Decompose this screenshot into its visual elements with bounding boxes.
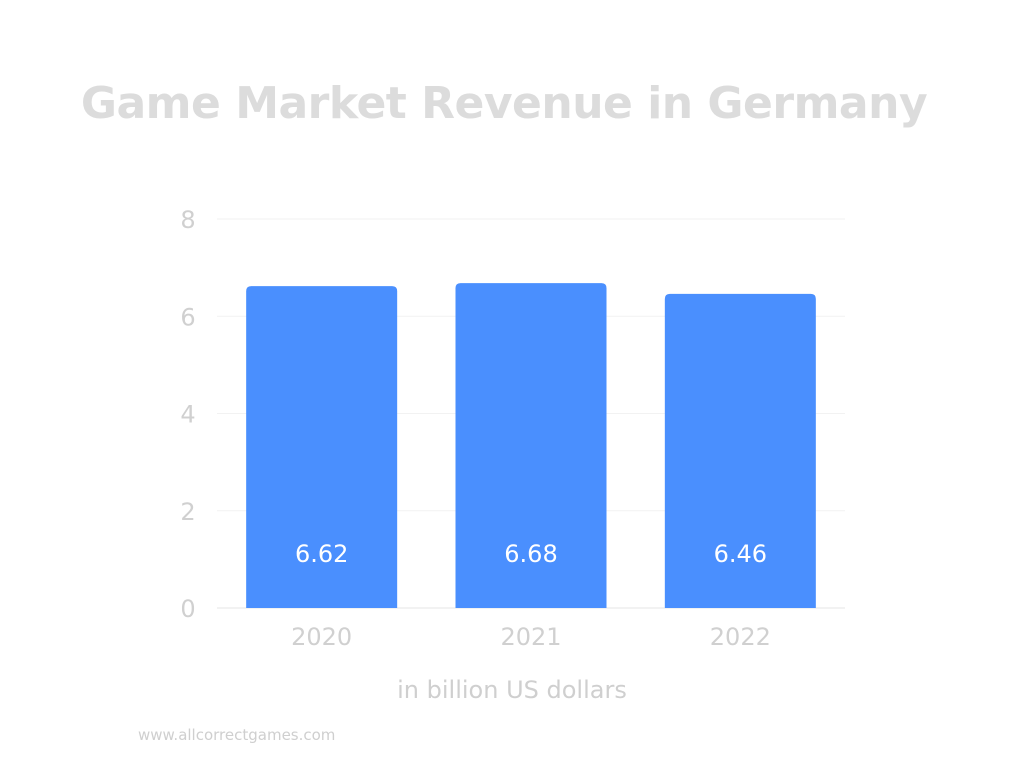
value-label: 6.68 <box>504 540 557 568</box>
bar-2020 <box>246 286 398 608</box>
value-label: 6.46 <box>714 540 767 568</box>
bar-2022 <box>664 293 816 608</box>
chart-title: Game Market Revenue in Germany <box>80 78 928 129</box>
y-tick-label: 4 <box>180 401 195 429</box>
bar-2021 <box>455 283 607 608</box>
value-labels: 6.62 6.68 6.46 <box>295 540 767 568</box>
x-axis-ticks: 2020 2021 2022 <box>291 623 771 651</box>
x-tick-label: 2021 <box>500 623 561 651</box>
y-tick-label: 0 <box>180 595 195 623</box>
y-tick-label: 6 <box>180 303 195 331</box>
source-url: www.allcorrectgames.com <box>138 726 336 744</box>
value-label: 6.62 <box>295 540 348 568</box>
y-tick-label: 8 <box>180 206 195 234</box>
y-tick-label: 2 <box>180 498 195 526</box>
y-axis-ticks: 0 2 4 6 8 <box>180 206 195 623</box>
x-axis-label: in billion US dollars <box>397 676 627 704</box>
bars <box>246 283 816 608</box>
x-tick-label: 2020 <box>291 623 352 651</box>
x-tick-label: 2022 <box>710 623 771 651</box>
